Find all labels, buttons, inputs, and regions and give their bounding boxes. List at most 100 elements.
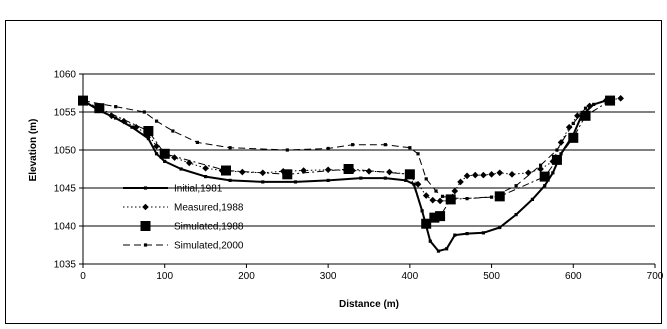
data-point bbox=[404, 169, 415, 180]
data-point bbox=[408, 146, 412, 150]
data-point bbox=[435, 211, 446, 222]
x-tick-label: 600 bbox=[565, 271, 582, 282]
legend-label: Simulated,2000 bbox=[174, 241, 244, 252]
data-point bbox=[171, 129, 175, 133]
data-point bbox=[463, 172, 471, 180]
data-point bbox=[551, 171, 555, 175]
data-point bbox=[457, 178, 464, 186]
legend-label: Measured,1988 bbox=[174, 203, 244, 214]
data-point bbox=[539, 163, 543, 167]
series-simulated-1988 bbox=[78, 95, 616, 229]
data-point bbox=[436, 197, 444, 205]
legend-label: Initial,1981 bbox=[174, 184, 223, 195]
legend: Initial,1981 Measured,1988 Simulated,1988 S… bbox=[123, 184, 244, 252]
y-tick-label: 1035 bbox=[54, 260, 77, 271]
data-point bbox=[195, 140, 199, 144]
data-point bbox=[221, 165, 231, 176]
data-point bbox=[282, 169, 293, 180]
data-point bbox=[326, 178, 330, 182]
data-point bbox=[496, 169, 504, 177]
data-point bbox=[142, 110, 146, 114]
data-point bbox=[498, 225, 502, 230]
data-point bbox=[434, 189, 438, 193]
legend-marker bbox=[143, 243, 148, 247]
data-point bbox=[414, 180, 422, 188]
data-point bbox=[359, 176, 363, 180]
series-group bbox=[78, 95, 624, 253]
data-point bbox=[571, 121, 575, 125]
data-point bbox=[383, 176, 387, 180]
data-point bbox=[555, 148, 559, 152]
data-point bbox=[326, 146, 330, 151]
data-point bbox=[508, 171, 516, 178]
data-point bbox=[604, 99, 608, 103]
data-point bbox=[120, 117, 128, 125]
data-point bbox=[465, 197, 469, 201]
data-point bbox=[343, 164, 354, 174]
data-point bbox=[285, 148, 289, 152]
legend-label: Simulated,1988 bbox=[174, 222, 244, 233]
x-tick-label: 100 bbox=[156, 271, 173, 282]
data-point bbox=[514, 184, 518, 188]
data-point bbox=[153, 142, 160, 150]
data-point bbox=[580, 110, 591, 121]
data-point bbox=[568, 132, 579, 143]
series-simulated-2000 bbox=[81, 99, 608, 201]
data-point bbox=[143, 126, 154, 136]
data-point bbox=[583, 106, 588, 110]
data-point bbox=[421, 218, 432, 229]
data-point bbox=[539, 171, 550, 182]
data-point bbox=[537, 165, 544, 173]
gridlines bbox=[83, 73, 655, 227]
data-point bbox=[416, 152, 420, 156]
data-point bbox=[530, 197, 535, 201]
data-point bbox=[202, 164, 209, 172]
data-point bbox=[424, 177, 428, 181]
data-point bbox=[451, 187, 459, 195]
data-point bbox=[543, 184, 547, 188]
data-point bbox=[154, 119, 159, 123]
data-point bbox=[185, 159, 193, 167]
data-point bbox=[203, 175, 208, 179]
data-point bbox=[300, 167, 307, 174]
data-point bbox=[592, 102, 596, 106]
data-point bbox=[228, 178, 232, 182]
data-point bbox=[489, 195, 494, 199]
data-point bbox=[114, 105, 118, 109]
data-point bbox=[551, 154, 562, 165]
data-point bbox=[565, 123, 573, 131]
data-point bbox=[559, 152, 563, 156]
data-point bbox=[480, 171, 487, 179]
x-tick-label: 700 bbox=[647, 271, 664, 282]
x-tick-label: 400 bbox=[402, 271, 419, 282]
data-point bbox=[171, 154, 178, 161]
data-point bbox=[481, 231, 485, 235]
y-tick-label: 1040 bbox=[54, 222, 77, 233]
data-point bbox=[574, 112, 581, 120]
data-point bbox=[228, 146, 232, 150]
y-tick-label: 1055 bbox=[54, 108, 77, 119]
data-point bbox=[449, 196, 453, 200]
y-tick-label: 1050 bbox=[54, 146, 77, 157]
data-point bbox=[146, 137, 150, 141]
chart-frame bbox=[5, 20, 662, 324]
legend-marker bbox=[143, 186, 148, 190]
data-point bbox=[163, 159, 167, 163]
data-point bbox=[404, 178, 408, 182]
data-point bbox=[525, 169, 532, 177]
legend-marker bbox=[142, 203, 149, 211]
y-tick-label: 1045 bbox=[54, 184, 77, 195]
data-point bbox=[94, 103, 105, 114]
data-point bbox=[440, 194, 445, 198]
data-point bbox=[617, 95, 624, 102]
data-point bbox=[422, 192, 430, 199]
data-point bbox=[453, 233, 457, 237]
data-point bbox=[605, 95, 616, 106]
x-tick-label: 0 bbox=[80, 271, 86, 282]
data-point bbox=[465, 232, 469, 236]
data-point bbox=[557, 139, 565, 146]
y-tick-label: 1060 bbox=[54, 70, 77, 81]
x-tick-label: 500 bbox=[483, 271, 500, 282]
legend-marker bbox=[140, 221, 151, 231]
